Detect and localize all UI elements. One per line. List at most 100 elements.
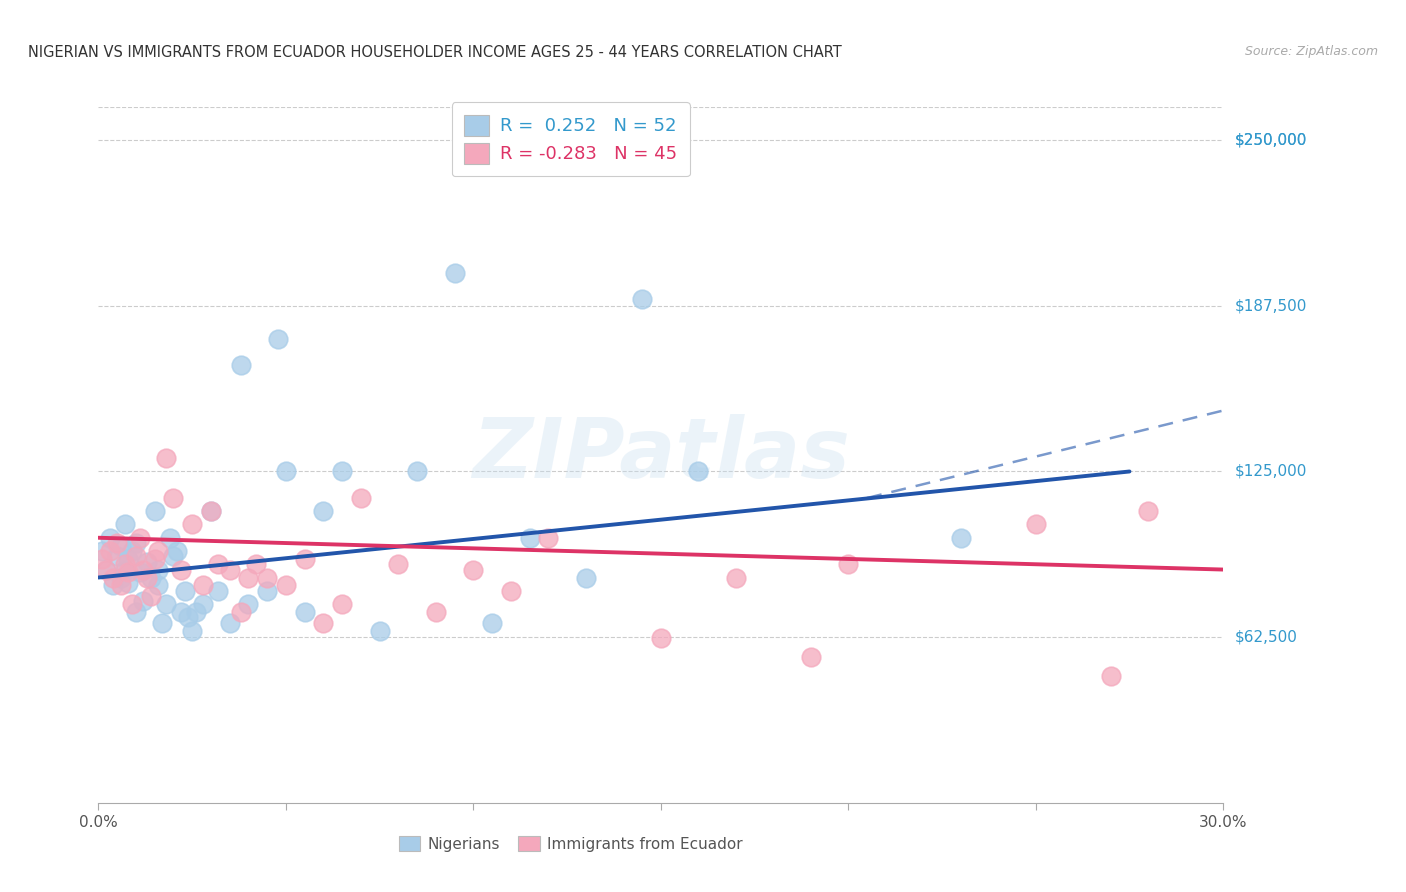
Point [406,465,429,479]
Point [132,563,155,577]
Point [245,558,267,572]
Point [181,517,204,532]
Point [229,359,252,373]
Point [105,536,128,550]
Text: $250,000: $250,000 [1234,133,1306,148]
Point [136,570,159,584]
Point [200,504,222,518]
Point [481,615,503,630]
Point [274,465,297,479]
Point [98,531,121,545]
Point [155,451,177,466]
Point [91,552,114,566]
Point [105,549,128,564]
Point [110,570,132,584]
Point [181,624,204,638]
Point [128,565,150,579]
Point [650,632,672,646]
Point [94,563,117,577]
Point [170,605,193,619]
Point [330,597,353,611]
Point [162,491,184,505]
Point [256,583,278,598]
Point [110,578,132,592]
Point [312,615,335,630]
Point [162,549,184,564]
Point [294,552,316,566]
Point [387,558,409,572]
Text: $250,000: $250,000 [1234,133,1306,148]
Point [125,605,148,619]
Point [143,552,166,566]
Point [148,563,170,577]
Point [238,570,260,584]
Point [117,565,139,579]
Point [1137,504,1160,518]
Point [688,465,710,479]
Point [425,605,447,619]
Point [91,544,114,558]
Point [1099,668,1122,682]
Point [443,266,465,280]
Text: $125,000: $125,000 [1234,464,1306,479]
Point [98,544,121,558]
Point [155,597,177,611]
Point [103,578,125,592]
Legend: Nigerians, Immigrants from Ecuador: Nigerians, Immigrants from Ecuador [392,830,749,858]
Point [274,578,297,592]
Text: $62,500: $62,500 [1234,630,1298,645]
Point [267,332,290,346]
Point [159,531,181,545]
Point [114,517,136,532]
Point [103,570,125,584]
Point [136,555,159,569]
Text: NIGERIAN VS IMMIGRANTS FROM ECUADOR HOUSEHOLDER INCOME AGES 25 - 44 YEARS CORREL: NIGERIAN VS IMMIGRANTS FROM ECUADOR HOUS… [28,45,842,60]
Point [207,558,229,572]
Point [121,544,143,558]
Text: $187,500: $187,500 [1234,298,1306,313]
Point [173,583,195,598]
Point [114,558,136,572]
Point [132,594,155,608]
Point [143,504,166,518]
Point [229,605,252,619]
Point [117,575,139,590]
Point [148,544,170,558]
Point [125,549,148,564]
Text: Source: ZipAtlas.com: Source: ZipAtlas.com [1244,45,1378,58]
Point [312,504,335,518]
Point [575,570,598,584]
Point [117,552,139,566]
Point [519,531,541,545]
Point [166,544,188,558]
Point [368,624,391,638]
Point [139,570,162,584]
Point [631,292,654,306]
Point [537,531,560,545]
Point [128,531,150,545]
Point [193,597,215,611]
Point [218,615,240,630]
Point [200,504,222,518]
Point [139,589,162,603]
Point [170,563,193,577]
Point [177,610,200,624]
Point [218,563,240,577]
Point [207,583,229,598]
Point [294,605,316,619]
Point [837,558,859,572]
Point [121,597,143,611]
Point [463,563,485,577]
Point [110,539,132,553]
Point [94,563,117,577]
Point [1025,517,1047,532]
Text: ZIPatlas: ZIPatlas [472,415,849,495]
Point [724,570,747,584]
Point [256,570,278,584]
Point [949,531,972,545]
Point [499,583,522,598]
Point [184,605,207,619]
Point [193,578,215,592]
Point [330,465,353,479]
Point [238,597,260,611]
